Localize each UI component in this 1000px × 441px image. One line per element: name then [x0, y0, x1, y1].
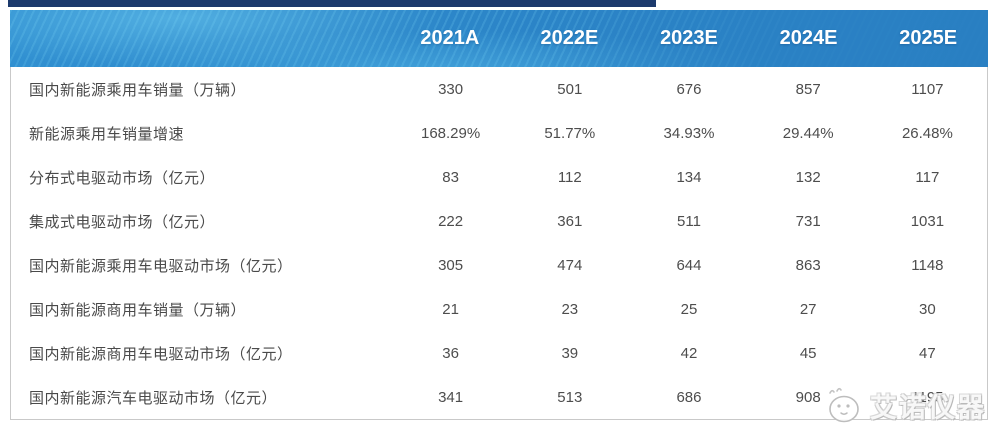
table-cell: 132 — [795, 168, 821, 186]
table-cell: 29.44% — [782, 124, 834, 142]
table-cell: 361 — [557, 212, 583, 230]
table-cell: 27 — [799, 300, 817, 318]
table-row: 国内新能源乘用车电驱动市场（亿元） 305 474 644 863 1148 — [11, 243, 987, 287]
table-cell: 112 — [557, 168, 582, 186]
table-cell: 1148 — [911, 256, 944, 274]
table-cell: 47 — [919, 344, 936, 362]
table-row: 国内新能源商用车电驱动市场（亿元） 36 39 42 45 47 — [11, 331, 987, 375]
row-label: 国内新能源商用车销量（万辆） — [29, 301, 247, 319]
table-cell: 34.93% — [663, 124, 715, 142]
table-row: 国内新能源乘用车销量（万辆） 330 501 676 857 1107 — [11, 67, 987, 111]
table-cell: 676 — [676, 80, 702, 98]
table-cell: 863 — [795, 256, 821, 274]
table-row: 新能源乘用车销量增速 168.29% 51.77% 34.93% 29.44% … — [11, 111, 987, 155]
table-cell: 23 — [561, 300, 579, 318]
table-cell: 341 — [438, 388, 464, 406]
table-cell: 45 — [799, 344, 817, 362]
row-label: 国内新能源商用车电驱动市场（亿元） — [29, 345, 293, 363]
row-label: 新能源乘用车销量增速 — [29, 125, 185, 143]
table-row: 国内新能源汽车电驱动市场（亿元） 341 513 686 908 1195 — [11, 375, 987, 419]
table-cell: 25 — [680, 300, 698, 318]
table-row: 分布式电驱动市场（亿元） 83 112 134 132 117 — [11, 155, 987, 199]
table-cell: 222 — [438, 212, 464, 230]
table-cell: 30 — [919, 300, 936, 318]
column-header-2025e: 2025E — [899, 27, 958, 49]
table-cell: 134 — [676, 168, 702, 186]
row-label: 国内新能源汽车电驱动市场（亿元） — [29, 389, 278, 407]
table-cell: 474 — [557, 256, 583, 274]
table-cell: 39 — [561, 344, 579, 362]
row-label: 分布式电驱动市场（亿元） — [29, 169, 216, 187]
table-cell: 501 — [557, 80, 583, 98]
table-cell: 511 — [677, 212, 701, 230]
table-cell: 330 — [438, 80, 464, 98]
table-cell: 83 — [442, 168, 459, 186]
table-cell: 1107 — [911, 80, 944, 98]
table-cell: 644 — [676, 256, 702, 274]
column-header-2022e: 2022E — [540, 27, 599, 49]
row-label: 国内新能源乘用车电驱动市场（亿元） — [29, 257, 293, 275]
table-cell: 21 — [442, 300, 459, 318]
column-header-2023e: 2023E — [660, 27, 718, 49]
table-cell: 513 — [557, 388, 583, 406]
table-header-row: 2021A 2022E 2023E 2024E 2025E — [10, 10, 988, 67]
row-label: 集成式电驱动市场（亿元） — [29, 213, 216, 231]
table-cell: 51.77% — [544, 124, 596, 142]
row-label: 国内新能源乘用车销量（万辆） — [29, 81, 247, 99]
table-cell: 117 — [915, 168, 940, 186]
table-cell: 857 — [795, 80, 821, 98]
table-row: 集成式电驱动市场（亿元） 222 361 511 731 1031 — [11, 199, 987, 243]
table-cell: 1195 — [911, 388, 944, 406]
table-body: 国内新能源乘用车销量（万辆） 330 501 676 857 1107 新能源乘… — [10, 67, 988, 420]
table-cell: 908 — [795, 388, 821, 406]
table-cell: 26.48% — [901, 124, 953, 142]
table-cell: 305 — [438, 256, 464, 274]
table-cell: 686 — [676, 388, 702, 406]
top-navy-strip — [8, 0, 656, 7]
table-cell: 168.29% — [420, 124, 481, 142]
table-cell: 42 — [680, 344, 698, 362]
table-row: 国内新能源商用车销量（万辆） 21 23 25 27 30 — [11, 287, 987, 331]
table-cell: 1031 — [910, 212, 945, 230]
column-header-2024e: 2024E — [779, 27, 838, 49]
table-cell: 731 — [795, 212, 821, 230]
column-header-2021a: 2021A — [420, 27, 480, 49]
table-cell: 36 — [442, 344, 459, 362]
